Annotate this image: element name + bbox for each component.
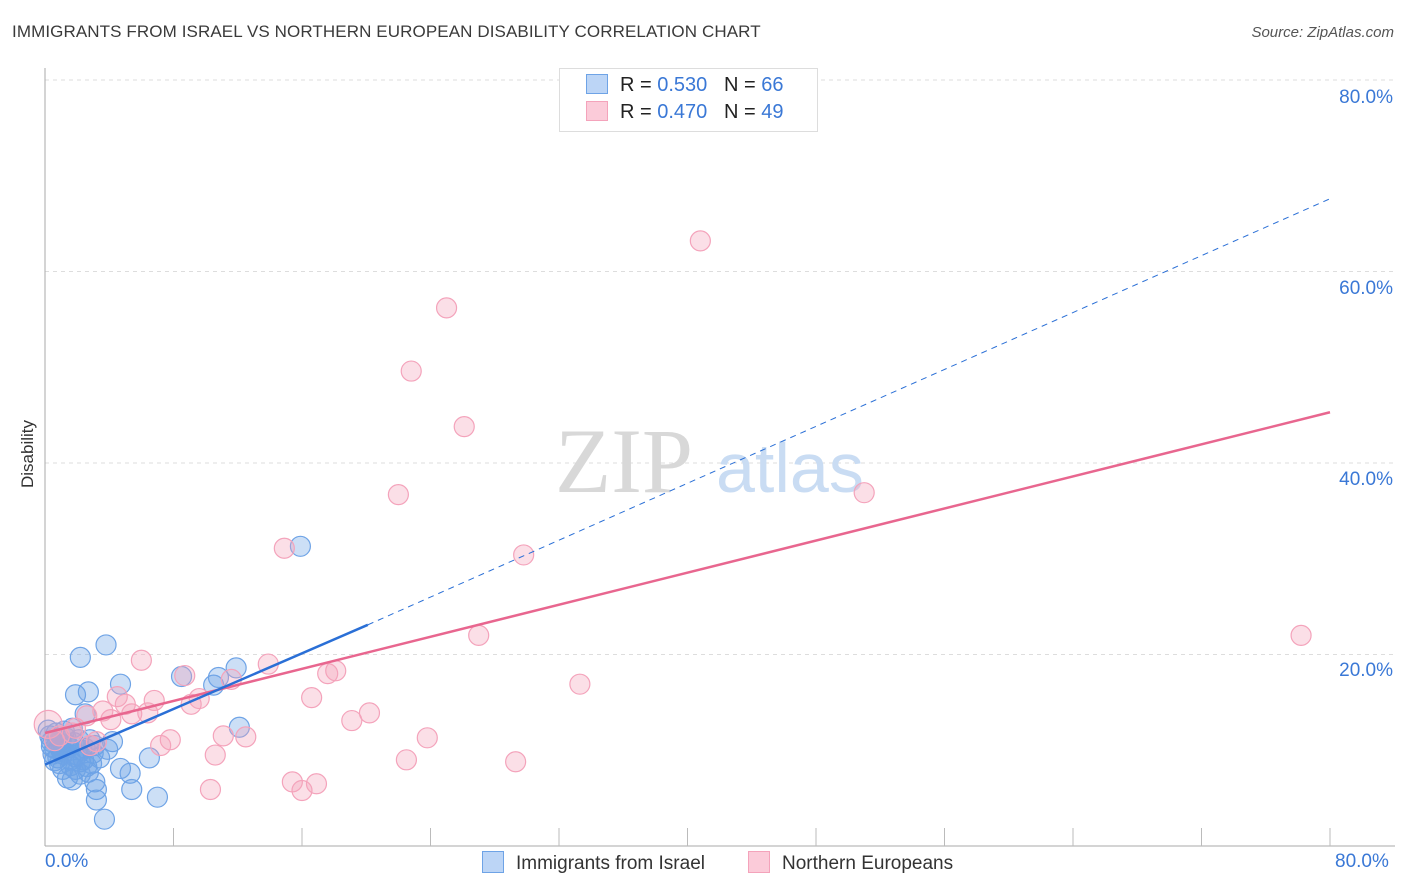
- x-tick-label: 0.0%: [45, 851, 89, 872]
- point-israel: [225, 657, 247, 679]
- point-northern: [505, 751, 527, 773]
- x-tick-label: 80.0%: [1335, 851, 1389, 872]
- point-israel: [64, 684, 87, 706]
- watermark-zip: ZIP: [555, 410, 693, 512]
- point-northern: [174, 664, 196, 687]
- legend: R = 0.530 N = 66 R = 0.470 N = 49: [559, 68, 818, 132]
- point-northern: [853, 482, 875, 504]
- trendline-northern: [44, 411, 1331, 735]
- point-northern: [387, 483, 409, 506]
- legend-row-israel: R = 0.530 N = 66: [586, 74, 783, 97]
- point-northern: [513, 544, 535, 566]
- point-israel: [93, 808, 116, 830]
- point-northern: [92, 700, 114, 722]
- point-northern: [106, 686, 128, 708]
- point-northern: [130, 649, 152, 671]
- point-northern: [395, 749, 418, 771]
- chart-title: IMMIGRANTS FROM ISRAEL VS NORTHERN EUROP…: [12, 22, 761, 41]
- legend-label: Immigrants from Israel: [516, 853, 705, 874]
- y-tick-label: 60.0%: [1339, 278, 1393, 299]
- point-israel: [69, 646, 91, 668]
- legend-r-value: 0.470: [657, 101, 708, 123]
- point-northern: [317, 663, 339, 685]
- watermark-atlas: atlas: [716, 429, 864, 507]
- point-northern: [358, 702, 381, 724]
- point-northern: [468, 624, 490, 646]
- point-northern: [150, 734, 172, 757]
- point-israel: [289, 535, 311, 557]
- point-israel: [69, 763, 91, 785]
- y-tick-label: 80.0%: [1339, 87, 1393, 108]
- point-northern: [301, 686, 323, 709]
- point-northern: [199, 778, 222, 801]
- point-northern: [291, 779, 313, 802]
- point-northern: [341, 709, 363, 732]
- point-israel: [109, 673, 132, 695]
- legend-row-northern: R = 0.470 N = 49: [586, 101, 783, 124]
- chart-source: Source: ZipAtlas.com: [1251, 24, 1394, 41]
- bottom-legend-israel: Immigrants from Israel: [482, 851, 705, 875]
- legend-swatch-pink: [748, 851, 770, 873]
- point-israel: [77, 681, 99, 703]
- point-northern: [212, 725, 234, 747]
- point-israel: [146, 786, 169, 808]
- y-tick-label: 20.0%: [1339, 660, 1393, 681]
- point-northern: [453, 416, 475, 438]
- bottom-legend-northern: Northern Europeans: [748, 851, 953, 875]
- point-northern: [416, 727, 438, 749]
- legend-r-value: 0.530: [657, 74, 708, 96]
- legend-swatch-blue: [586, 74, 608, 94]
- point-israel: [95, 634, 117, 656]
- point-israel: [40, 735, 63, 758]
- legend-swatch-pink: [586, 101, 608, 121]
- point-israel: [109, 757, 132, 780]
- point-northern: [689, 230, 711, 252]
- y-tick-label: 40.0%: [1339, 469, 1393, 490]
- point-northern: [44, 730, 66, 752]
- point-northern: [1290, 624, 1312, 646]
- legend-label: Northern Europeans: [782, 853, 954, 874]
- point-israel: [85, 789, 108, 811]
- legend-n-value: 66: [761, 74, 784, 96]
- point-israel: [119, 762, 141, 784]
- legend-swatch-blue: [482, 851, 504, 873]
- point-northern: [235, 726, 257, 748]
- point-israel: [121, 778, 143, 801]
- point-northern: [435, 297, 458, 319]
- legend-n-value: 49: [761, 101, 784, 123]
- point-northern: [273, 537, 295, 559]
- point-northern: [400, 360, 422, 382]
- trendline-israel-dashed: [367, 198, 1331, 626]
- point-northern: [569, 673, 591, 695]
- point-northern: [204, 744, 226, 766]
- point-israel: [80, 753, 103, 775]
- trendline-israel: [44, 623, 369, 766]
